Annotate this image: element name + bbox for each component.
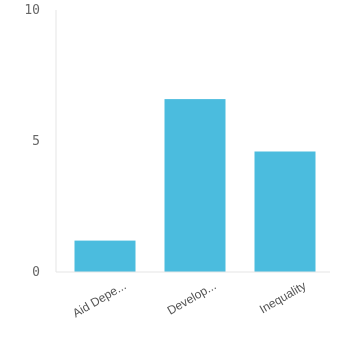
y-tick-label: 10 xyxy=(24,3,40,18)
bar[interactable] xyxy=(164,99,226,272)
x-tick-label: Aid Depe... xyxy=(70,278,128,320)
bar-series xyxy=(74,99,316,273)
y-axis: 0 5 10 xyxy=(24,3,57,280)
bar[interactable] xyxy=(74,240,136,272)
x-axis: Aid Depe... Develop... Inequality xyxy=(56,271,330,320)
bar[interactable] xyxy=(254,151,316,273)
x-tick-label: Develop... xyxy=(165,278,219,317)
y-tick-label: 5 xyxy=(32,134,40,149)
x-tick-label: Inequality xyxy=(257,278,308,316)
y-tick-label: 0 xyxy=(32,265,40,280)
